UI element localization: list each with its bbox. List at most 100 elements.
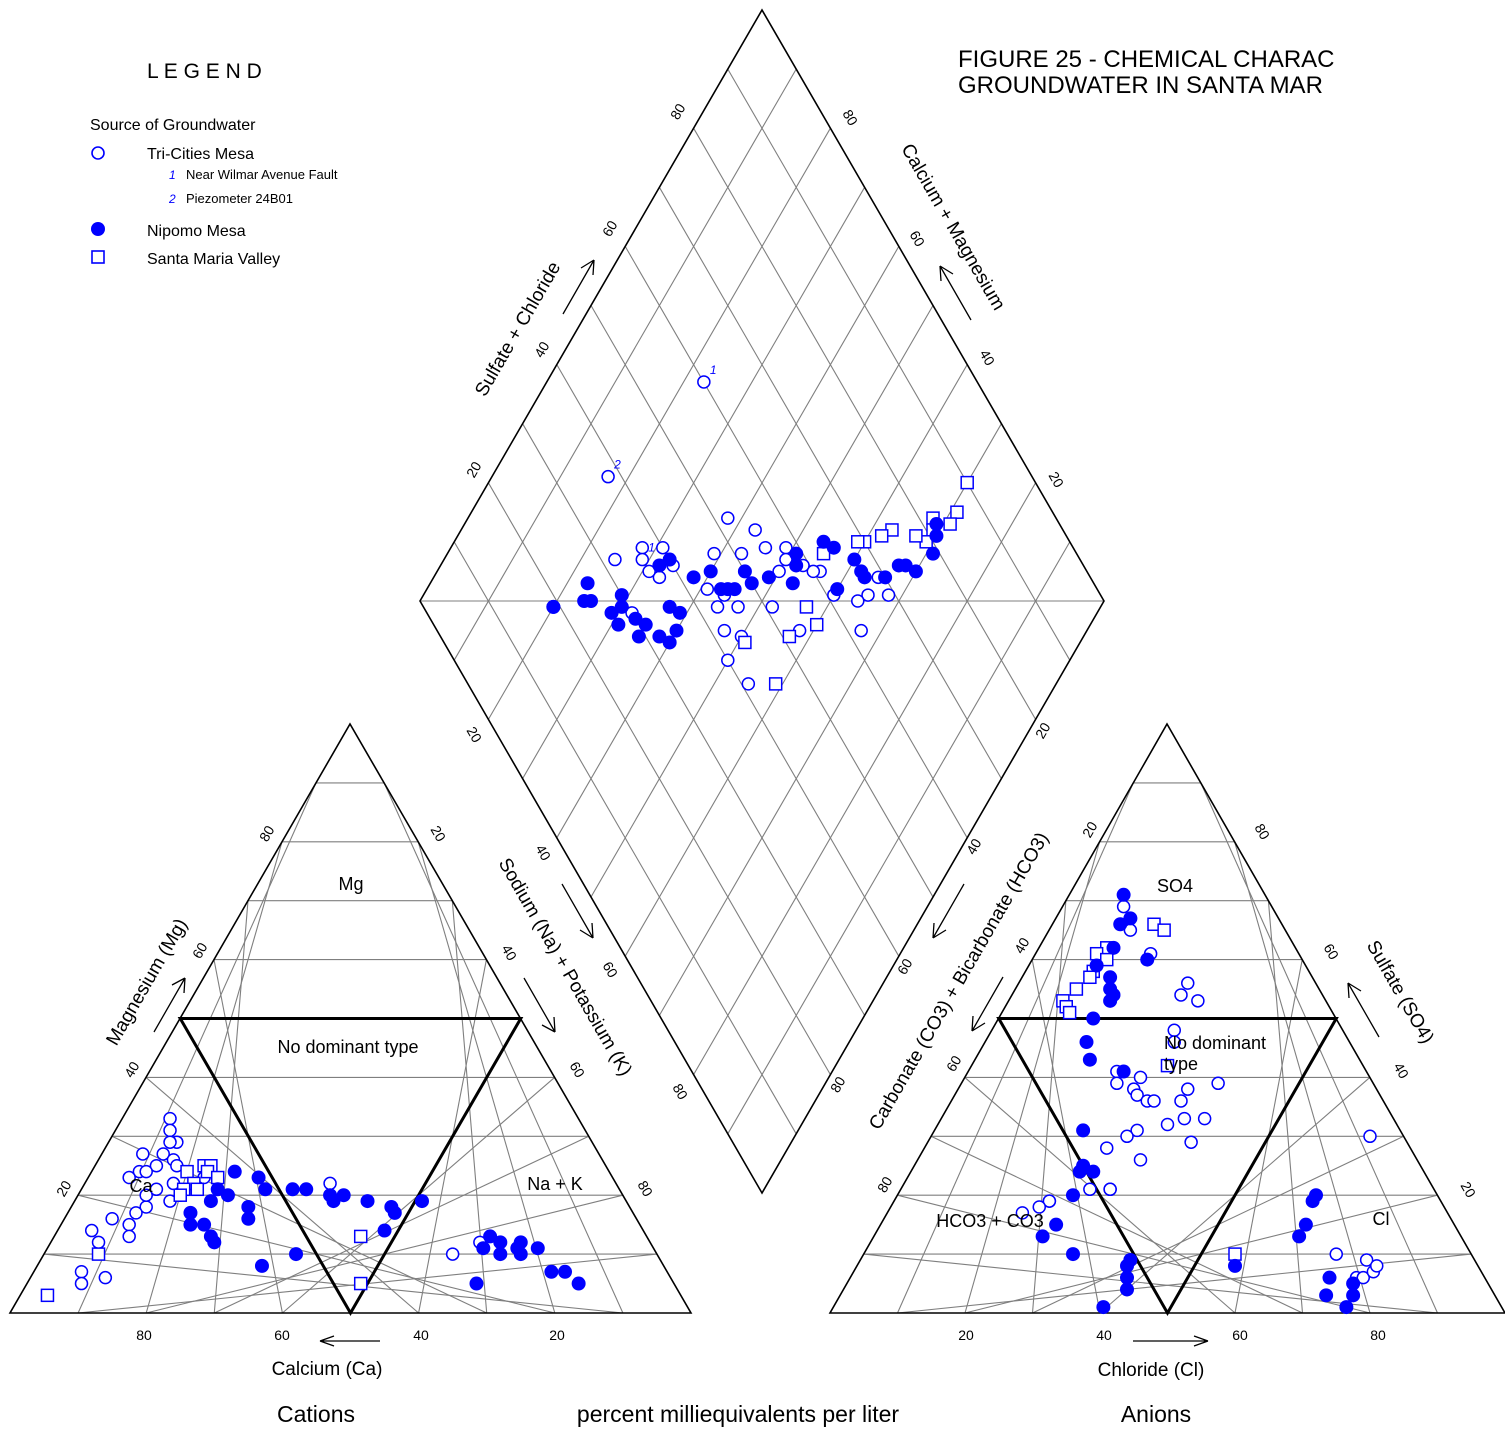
diamond-nipomo-point [854,564,869,579]
cation-tri-cities-point [156,1147,170,1161]
anion-tri-cities-point [1363,1129,1377,1144]
anion-tri-cities-point [1184,1135,1198,1149]
legend-label-nipomo: Nipomo Mesa [147,223,246,240]
anion-tick-hco3: 40 [1011,935,1033,957]
anion-nipomo-point [1292,1229,1307,1244]
anion-tri-cities-point [1174,1094,1188,1108]
diamond-nipomo-point [929,517,944,532]
cation-tri-cities-point [129,1206,143,1220]
anion-nipomo-point [1120,1282,1134,1297]
cation-no-dominant-zone [177,1017,524,1316]
diamond-tick-so4cl: 80 [667,101,689,123]
cation-tick-mg: 60 [189,940,211,962]
cation-tick-nak: 40 [499,942,521,964]
cation-zone-mg: Mg [338,874,363,894]
cation-nipomo-point [571,1276,586,1291]
anion-tri-cities-point [1083,1182,1097,1197]
cation-nipomo-point [203,1229,218,1244]
diamond-tri-cities-point [861,588,875,602]
anion-tri-cities-point [1103,1182,1117,1197]
diamond-nipomo-point [652,629,667,644]
diamond-tick-so4cl: 60 [599,218,621,240]
anion-nipomo-point [1076,1123,1091,1138]
cation-tri-cities-point [149,1182,164,1197]
diamond-tri-cities-point [656,540,670,555]
diamond-nipomo-point [614,588,629,603]
data-points: 1 2 1 [40,363,1384,1315]
anion-tri-cities-point [1197,1111,1212,1126]
anion-zone-so4: SO4 [1157,876,1193,896]
legend-label-santa-maria: Santa Maria Valley [147,251,280,268]
anion-tri-cities-point [1329,1247,1343,1261]
anion-nipomo-point [1116,887,1131,902]
anion-tick-so4: 20 [1458,1179,1480,1201]
cation-tri-cities-point [74,1265,89,1279]
anion-tick-cl: 20 [958,1327,974,1343]
cation-tri-cities-point [445,1247,460,1261]
anion-nipomo-point [1298,1217,1313,1232]
anion-nipomo-point [1066,1188,1080,1203]
diamond-tri-cities-point-annotated [697,375,711,389]
diamond-outline [419,8,1105,1195]
anion-nipomo-point [1140,952,1155,967]
diamond-tick-nak: 60 [600,959,622,981]
anion-santa-maria-point [1100,952,1114,967]
caption-cations: Cations [277,1401,355,1427]
diamond-nipomo-point [785,576,800,591]
caption-units: percent milliequivalents per liter [577,1401,899,1427]
anion-tri-cities-point [1147,1094,1161,1108]
anion-nipomo-point [1322,1270,1337,1285]
diamond-grid-b [522,187,866,779]
point-annotation-number: 1 [710,363,717,377]
anion-nipomo-point [1339,1300,1354,1315]
anion-nipomo-point [1305,1194,1320,1209]
tick-labels: 80 60 40 20 20 40 60 80 20 40 60 80 20 40 60 80 20 40 60 80… [53,101,1479,1343]
anion-tri-cities-point [1015,1206,1030,1220]
arrow-ca [319,1335,380,1347]
anion-tri-cities-point [1356,1270,1370,1285]
cation-nipomo-point [254,1258,269,1273]
diamond-santa-maria-point [799,600,814,614]
anion-tri-cities-point [1120,1129,1134,1144]
cation-nipomo-point [415,1194,430,1209]
anion-nipomo-point [1103,970,1118,985]
diamond-nipomo-point [713,582,728,597]
point-annotation-number: 2 [613,458,621,472]
anion-tri-cities-point [1211,1076,1225,1091]
anion-tri-cities-point [1110,1076,1124,1091]
diamond-nipomo-point [604,605,619,620]
cation-tick-ca: 80 [136,1327,152,1343]
diamond-nipomo-point [628,611,643,626]
cation-tick-nak: 80 [635,1178,657,1200]
cation-tri-cities-point [122,1170,136,1185]
anion-nipomo-point [1079,1035,1094,1050]
diamond-nipomo-point [847,552,862,567]
cation-nipomo-point [203,1194,218,1209]
cation-santa-maria-point [180,1164,194,1179]
cation-nipomo-point [544,1264,559,1279]
anion-axis-cl: Chloride (Cl) [1098,1360,1205,1381]
diamond-nipomo-point [737,564,752,579]
anion-tri-cities-point [1359,1253,1374,1267]
diamond-tick-hco3: 20 [1032,720,1054,742]
figure-title-line1: FIGURE 25 - CHEMICAL CHARAC [958,46,1335,73]
diamond-tick-nak: 40 [533,842,555,864]
diamond-nipomo-point [789,546,804,561]
anion-tick-hco3: 60 [943,1053,965,1075]
diamond-nipomo-point [744,576,759,591]
diamond-tri-cities-point [748,523,762,537]
diamond-santa-maria-point [960,475,974,490]
cation-nipomo-point [360,1194,375,1209]
cation-nipomo-point [558,1264,573,1279]
cation-santa-maria-point [210,1170,225,1185]
diamond-tri-cities-point [710,600,725,614]
diamond-santa-maria-point [909,529,923,543]
cation-santa-maria-point [353,1229,368,1244]
diamond-tick-camg: 20 [1046,469,1068,491]
cation-nipomo-point [258,1182,273,1197]
direction-arrows [153,259,1380,1347]
caption-anions: Anions [1121,1401,1191,1427]
cation-tri-cities-point [84,1223,99,1238]
cation-tick-nak: 20 [428,823,450,845]
diamond-nipomo-point [614,599,629,614]
